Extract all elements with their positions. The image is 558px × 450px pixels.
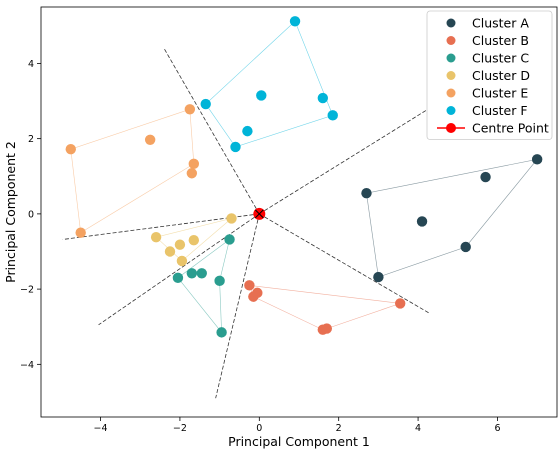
divider-line-4: [215, 213, 260, 399]
legend-marker-cluster-d: [446, 71, 456, 80]
legend-label-cluster-a: Cluster A: [472, 16, 529, 31]
point-cluster-f-1: [200, 98, 211, 110]
legend-label-cluster-f: Cluster F: [472, 103, 528, 118]
x-tick-label-3: 0: [256, 423, 262, 434]
divider-line-5: [98, 213, 260, 326]
point-cluster-a-4: [460, 241, 471, 253]
point-cluster-e-1: [65, 143, 76, 155]
hull-cluster-b: [248, 284, 401, 331]
hull-cluster-e: [70, 108, 195, 234]
point-cluster-f-2: [230, 141, 241, 153]
point-cluster-b-3: [252, 287, 263, 299]
y-axis-ticks: −4 −2 0 2 4: [20, 59, 41, 371]
point-cluster-f-6: [317, 92, 329, 104]
hull-cluster-a: [366, 158, 538, 278]
legend-label-cluster-b: Cluster B: [472, 33, 529, 48]
legend-label-cluster-e: Cluster E: [472, 86, 528, 101]
legend-label-cluster-c: Cluster C: [472, 51, 529, 66]
point-cluster-d-2: [164, 246, 176, 257]
point-cluster-e-4: [184, 104, 196, 115]
y-tick-label-1: −4: [20, 360, 34, 371]
point-cluster-d-6: [226, 213, 237, 224]
point-cluster-b-1: [244, 280, 255, 291]
hull-cluster-f: [205, 20, 334, 148]
point-cluster-d-3: [174, 239, 186, 250]
point-cluster-c-5: [216, 327, 227, 338]
y-axis-label: Principal Component 2: [3, 141, 18, 283]
divider-line-2: [259, 110, 427, 215]
legend-marker-cluster-e: [446, 88, 456, 98]
point-cluster-d-4: [176, 255, 188, 267]
y-tick-label-3: 0: [28, 209, 34, 220]
point-cluster-c-2: [186, 268, 198, 279]
point-cluster-c-4: [214, 275, 225, 287]
point-cluster-c-1: [172, 272, 184, 284]
x-tick-label-5: 4: [415, 423, 421, 434]
divider-line-1: [163, 48, 260, 215]
legend: Cluster A Cluster B Cluster C Cluster D Clus…: [426, 10, 553, 140]
point-cluster-b-5: [321, 323, 332, 334]
point-cluster-a-2: [373, 271, 384, 283]
point-cluster-a-5: [480, 171, 491, 183]
legend-marker-cluster-c: [446, 53, 456, 63]
point-cluster-d-5: [188, 235, 200, 246]
centre-point: [253, 207, 266, 220]
legend-marker-centre-point: [446, 123, 456, 133]
point-cluster-e-5: [186, 168, 198, 179]
point-cluster-c-6: [224, 234, 235, 245]
point-cluster-e-3: [144, 134, 156, 145]
legend-marker-cluster-b: [446, 36, 456, 45]
y-tick-label-5: 4: [28, 59, 34, 70]
point-cluster-a-6: [531, 154, 543, 165]
x-axis-ticks: −4 −2 0 2 4 6: [94, 417, 500, 434]
legend-label-centre-point: Centre Point: [472, 121, 549, 136]
y-tick-label-4: 2: [28, 134, 34, 145]
data-points: [65, 16, 543, 338]
point-cluster-f-3: [242, 125, 253, 137]
centre-cross-b: [254, 209, 264, 219]
point-cluster-d-1: [150, 232, 162, 243]
legend-marker-cluster-a: [446, 18, 456, 28]
x-tick-label-4: 2: [336, 423, 342, 434]
point-cluster-e-2: [75, 227, 86, 238]
divider-lines: [62, 48, 431, 399]
point-cluster-b-6: [395, 298, 406, 309]
legend-marker-cluster-f: [446, 106, 456, 115]
point-cluster-e-6: [188, 158, 200, 170]
y-tick-label-2: −2: [20, 285, 34, 296]
x-tick-label-1: −4: [94, 423, 108, 434]
legend-box: [426, 10, 553, 140]
point-cluster-c-3: [196, 268, 207, 279]
point-cluster-f-4: [256, 90, 267, 101]
point-cluster-f-7: [327, 110, 338, 121]
point-cluster-a-1: [361, 187, 372, 199]
x-axis-label: Principal Component 1: [228, 434, 370, 449]
hull-cluster-c: [177, 238, 231, 334]
divider-line-3: [259, 213, 431, 314]
plot-frame: [40, 6, 558, 418]
x-tick-label-6: 6: [494, 423, 500, 434]
legend-label-cluster-d: Cluster D: [472, 68, 530, 83]
point-cluster-f-5: [289, 16, 301, 27]
x-tick-label-2: −2: [173, 423, 187, 434]
point-cluster-a-3: [416, 216, 428, 227]
